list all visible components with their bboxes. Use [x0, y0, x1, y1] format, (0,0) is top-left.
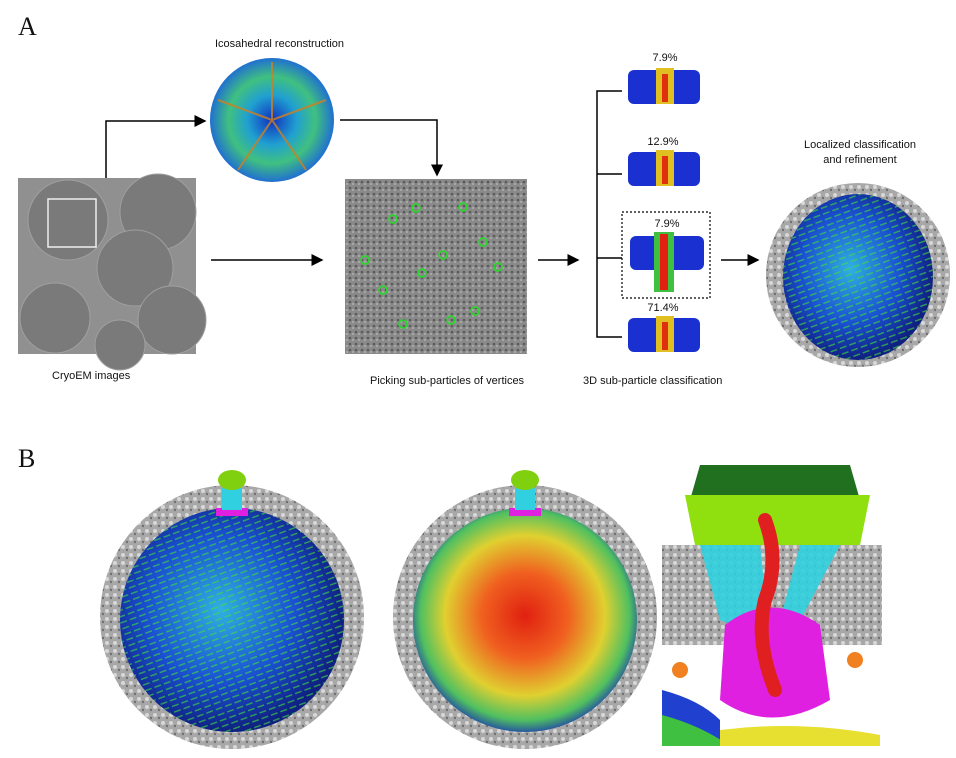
- localized-label-line1: Localized classification: [804, 139, 916, 151]
- class-map-2: [628, 150, 700, 186]
- class-percent-1: 7.9%: [652, 52, 678, 64]
- selection-box: [47, 198, 97, 248]
- class-percent-4: 71.4%: [647, 302, 679, 314]
- panel-b-portal-closeup: [662, 462, 882, 746]
- icosahedral-label: Icosahedral reconstruction: [215, 38, 345, 50]
- panel-b-full-virion: [100, 470, 364, 749]
- panel-b-cutaway-virion: [393, 470, 657, 749]
- selected-class-box: [621, 211, 711, 299]
- class-map-1: [628, 68, 700, 104]
- flow-arrows: [105, 90, 760, 338]
- class-maps: [628, 68, 704, 352]
- panel-b-label: B: [18, 444, 36, 473]
- class-map-4: [628, 316, 700, 352]
- picking-micrograph: [345, 179, 527, 354]
- cryoem-label: CryoEM images: [52, 370, 131, 382]
- class-percent-3: 7.9%: [654, 218, 680, 230]
- class-percent-2: 12.9%: [647, 136, 679, 148]
- class-map-3: [630, 232, 704, 292]
- classification-label: 3D sub-particle classification: [583, 375, 723, 387]
- picked-vertex-circles: [360, 202, 503, 329]
- localized-label-line2: and refinement: [823, 154, 897, 166]
- panel-a-label: A: [18, 12, 37, 41]
- picking-label: Picking sub-particles of vertices: [370, 375, 525, 387]
- icosahedral-ridges: [217, 62, 327, 171]
